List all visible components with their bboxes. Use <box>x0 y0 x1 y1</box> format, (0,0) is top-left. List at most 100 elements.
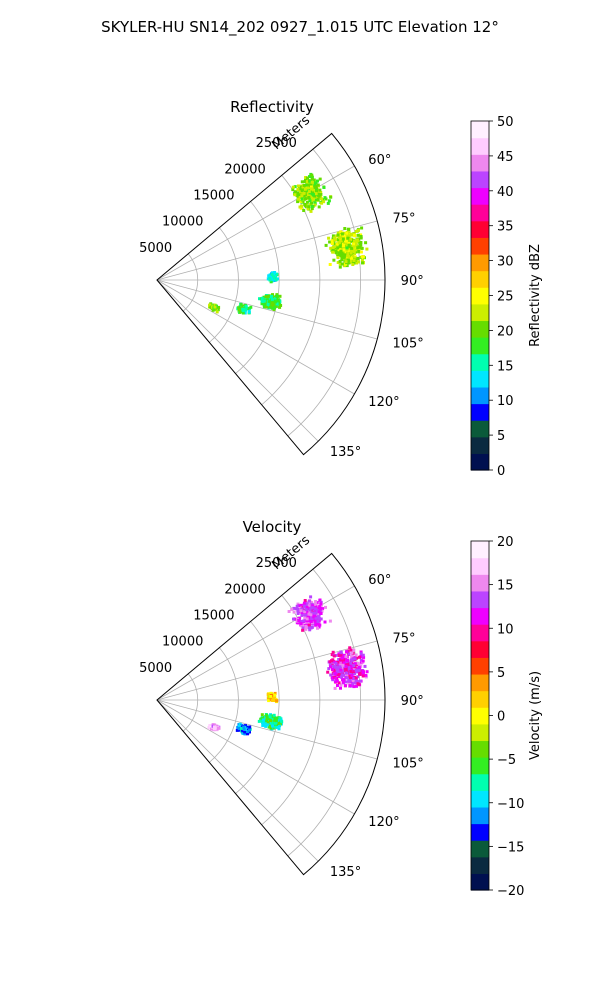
echo-pixel <box>361 659 365 663</box>
echo-pixel <box>302 191 306 195</box>
echo-pixel <box>240 726 244 730</box>
echo-pixel <box>312 193 315 197</box>
echo-pixel <box>271 293 274 297</box>
echo-pixel <box>297 616 301 620</box>
echo-pixel <box>300 613 304 617</box>
echo-pixel <box>331 660 335 664</box>
echo-pixel <box>296 612 300 615</box>
echo-pixel <box>360 259 364 262</box>
echo-pixel <box>302 601 306 605</box>
echo-pixel <box>347 255 351 259</box>
grid-spoke <box>156 279 319 442</box>
echo-pixel <box>293 185 297 189</box>
echo-pixel <box>292 610 296 614</box>
echo-pixel <box>356 667 360 671</box>
colorbar-segment <box>471 657 489 675</box>
echo-pixel <box>308 199 312 203</box>
echo-pixel <box>365 247 369 251</box>
echo-pixel <box>336 660 340 664</box>
echo-pixel <box>271 724 274 728</box>
echo-pixel <box>349 661 353 665</box>
echo-pixel <box>209 727 213 731</box>
echo-pixel <box>273 306 276 310</box>
colorbar-tick-label: 10 <box>497 394 514 409</box>
echo-pixel <box>336 665 340 669</box>
echo-pixel <box>338 265 342 269</box>
echo-pixel <box>337 248 341 252</box>
echo-pixel <box>260 296 264 300</box>
echo-pixel <box>299 609 303 613</box>
echo-pixel <box>355 238 359 242</box>
radial-tick-label: 25000 <box>256 136 297 151</box>
echo-pixel <box>338 236 342 240</box>
echo-pixel <box>338 244 342 248</box>
grid-spoke <box>156 279 378 340</box>
echo-pixel <box>296 191 300 195</box>
echo-pixel <box>337 675 341 679</box>
echo-pixel <box>333 664 337 668</box>
angle-tick-label: 75° <box>392 211 415 226</box>
echo-pixel <box>310 187 314 191</box>
echo-pixel <box>310 601 314 605</box>
colorbar-segment <box>471 337 489 355</box>
colorbar-tick-label: 5 <box>497 666 505 681</box>
colorbar-tick-label: 20 <box>497 324 514 339</box>
echo-pixel <box>308 175 311 179</box>
echo-pixel <box>320 197 323 201</box>
echo-pixel <box>346 236 350 240</box>
echo-pixel <box>307 612 311 616</box>
echo-pixel <box>336 684 339 687</box>
echo-pixel <box>341 663 345 667</box>
grid-spoke <box>156 165 355 281</box>
echo-pixel <box>336 253 340 257</box>
echo-pixel <box>343 684 347 688</box>
echo-pixel <box>358 240 361 244</box>
echo-pixel <box>335 679 339 683</box>
colorbar-tick-label: 25 <box>497 290 514 305</box>
echo-region <box>207 723 221 732</box>
colorbar-tick-label: −15 <box>497 840 524 855</box>
echo-pixel <box>345 650 349 654</box>
echo-pixel <box>361 674 365 678</box>
echo-pixel <box>248 725 252 729</box>
echo-pixel <box>337 658 341 661</box>
echo-pixel <box>352 670 356 673</box>
echo-pixel <box>336 233 340 237</box>
echo-pixel <box>304 608 308 612</box>
echo-pixel <box>310 177 314 181</box>
echo-pixel <box>319 617 323 621</box>
echo-pixel <box>262 295 266 299</box>
echo-pixel <box>269 719 272 723</box>
colorbar-segment <box>471 303 489 322</box>
echo-pixel <box>313 619 317 623</box>
echo-pixel <box>270 301 274 305</box>
echo-pixel <box>309 616 313 620</box>
echo-pixel <box>336 668 340 671</box>
echo-pixel <box>296 602 300 606</box>
echo-pixel <box>270 295 273 298</box>
colorbar-segment <box>471 403 489 421</box>
echo-pixel <box>348 237 352 241</box>
echo-pixel <box>273 721 277 725</box>
echo-pixel <box>329 665 332 669</box>
echo-pixel <box>310 198 314 202</box>
echo-pixel <box>307 610 311 614</box>
echo-pixel <box>309 183 313 187</box>
echo-pixel <box>316 179 319 183</box>
echo-pixel <box>347 652 351 656</box>
echo-pixel <box>359 658 363 662</box>
echo-pixel <box>350 257 354 261</box>
echo-pixel <box>262 303 266 307</box>
echo-pixel <box>316 183 320 187</box>
echo-pixel <box>352 259 356 262</box>
echo-pixel <box>297 197 300 201</box>
echo-pixel <box>299 622 303 626</box>
echo-pixel <box>350 674 354 677</box>
colorbar-segment <box>471 386 489 405</box>
echo-pixel <box>350 654 354 658</box>
echo-pixel <box>235 728 239 732</box>
echo-pixel <box>274 278 278 282</box>
echo-pixel <box>337 652 341 656</box>
echo-pixel <box>309 595 313 599</box>
echo-pixel <box>315 621 319 625</box>
